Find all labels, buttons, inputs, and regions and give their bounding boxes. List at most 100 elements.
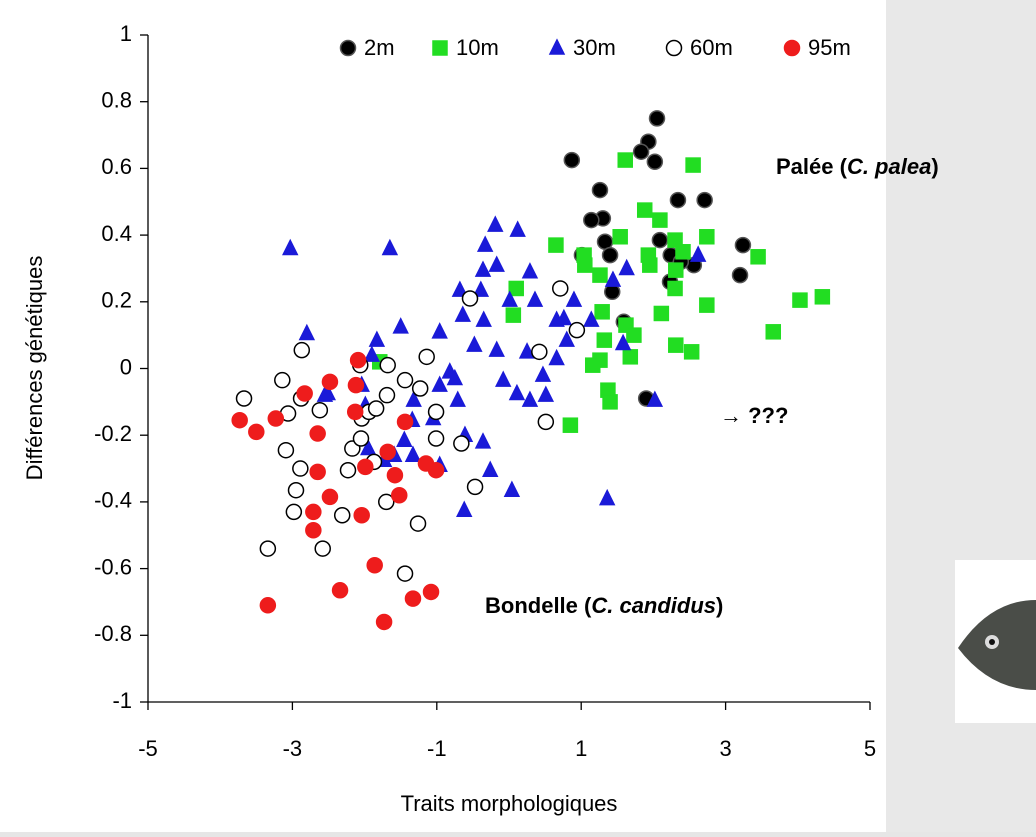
scatter-point xyxy=(453,435,470,452)
scatter-point xyxy=(316,385,334,402)
scatter-point xyxy=(508,280,524,297)
scatter-point xyxy=(472,280,490,297)
scatter-point xyxy=(618,258,635,276)
scatter-point xyxy=(696,191,713,209)
scatter-point xyxy=(482,460,499,477)
scatter-point xyxy=(604,270,622,287)
scatter-point xyxy=(418,348,435,366)
scatter-point xyxy=(602,394,618,410)
scatter-point xyxy=(404,590,422,607)
scatter-point xyxy=(248,423,265,441)
scatter-point xyxy=(396,413,414,431)
y-tick-label: 0.2 xyxy=(101,288,132,313)
scatter-point xyxy=(651,231,669,249)
scatter-point xyxy=(583,310,600,327)
scatter-point xyxy=(379,443,396,461)
scatter-point xyxy=(585,357,601,373)
scatter-point xyxy=(537,413,555,431)
scatter-point xyxy=(285,503,303,521)
legend-label: 10m xyxy=(456,35,499,60)
scatter-point xyxy=(449,390,466,407)
scatter-point xyxy=(548,348,565,366)
scatter-point xyxy=(558,330,575,347)
scatter-point xyxy=(367,400,385,417)
scatter-point xyxy=(309,463,326,481)
x-tick-label: 3 xyxy=(719,736,731,761)
scatter-point xyxy=(309,425,326,442)
scatter-point xyxy=(466,335,483,352)
scatter-point xyxy=(534,365,552,382)
scatter-point xyxy=(792,292,808,308)
legend-marker xyxy=(432,40,448,56)
scatter-point xyxy=(508,383,526,401)
scatter-point xyxy=(731,266,749,284)
scatter-point xyxy=(396,371,414,389)
scatter-point xyxy=(368,330,386,347)
scatter-point xyxy=(349,351,367,369)
scatter-point xyxy=(474,432,492,449)
scatter-point xyxy=(475,310,492,327)
scatter-point xyxy=(363,345,381,362)
scatter-point xyxy=(235,390,253,407)
scatter-point xyxy=(427,430,445,447)
scatter-point xyxy=(305,503,322,521)
scatter-point xyxy=(617,152,633,168)
scatter-point xyxy=(636,202,653,218)
scatter-point xyxy=(622,349,639,365)
x-tick-label: 5 xyxy=(864,736,876,761)
scatter-point xyxy=(391,486,408,504)
scatter-point xyxy=(652,212,668,228)
scatter-point xyxy=(378,493,395,511)
y-tick-label: -0.6 xyxy=(94,554,132,579)
scatter-point xyxy=(331,582,349,599)
annotation: → ??? xyxy=(720,403,788,428)
scatter-point xyxy=(333,506,351,524)
annotation: Bondelle (C. candidus) xyxy=(485,593,723,618)
scatter-point xyxy=(422,583,440,601)
scatter-point xyxy=(311,401,329,419)
legend-marker xyxy=(339,39,357,57)
scatter-point xyxy=(642,257,658,273)
y-tick-label: -0.8 xyxy=(94,621,132,646)
annotation-part: Bondelle ( xyxy=(485,593,592,618)
scatter-point xyxy=(683,344,700,360)
scatter-point xyxy=(396,565,414,582)
scatter-point xyxy=(548,237,564,253)
scatter-point xyxy=(601,246,619,264)
scatter-point xyxy=(298,323,316,341)
x-tick-label: -1 xyxy=(427,736,447,761)
scatter-point xyxy=(405,390,422,407)
scatter-point xyxy=(563,151,581,169)
scatter-point xyxy=(699,229,715,245)
scatter-point xyxy=(598,488,616,506)
scatter-point xyxy=(594,304,610,320)
annotation-part: ) xyxy=(716,593,723,618)
scatter-point xyxy=(409,515,427,532)
scatter-point xyxy=(379,356,396,374)
x-axis-label: Traits morphologiques xyxy=(401,791,618,816)
y-tick-label: 0.4 xyxy=(101,221,132,246)
scatter-point xyxy=(667,280,683,297)
scatter-point xyxy=(347,376,365,394)
y-tick-label: 0 xyxy=(120,354,132,379)
scatter-point xyxy=(352,430,370,447)
scatter-point xyxy=(466,478,484,496)
scatter-point xyxy=(359,438,377,456)
scatter-point xyxy=(451,280,469,297)
y-tick-label: -0.2 xyxy=(94,421,132,446)
scatter-point xyxy=(314,540,331,557)
scatter-point xyxy=(505,307,522,323)
scatter-point xyxy=(518,342,536,359)
scatter-point xyxy=(632,143,650,160)
scatter-point xyxy=(646,153,664,170)
y-tick-label: 0.6 xyxy=(101,154,132,179)
scatter-point xyxy=(614,333,632,351)
scatter-point xyxy=(495,370,512,387)
scatter-point xyxy=(668,337,684,353)
scatter-point xyxy=(591,181,609,199)
y-tick-label: -0.4 xyxy=(94,488,132,513)
scatter-point xyxy=(476,235,494,252)
legend-label: 95m xyxy=(808,35,851,60)
scatter-point xyxy=(814,289,831,305)
